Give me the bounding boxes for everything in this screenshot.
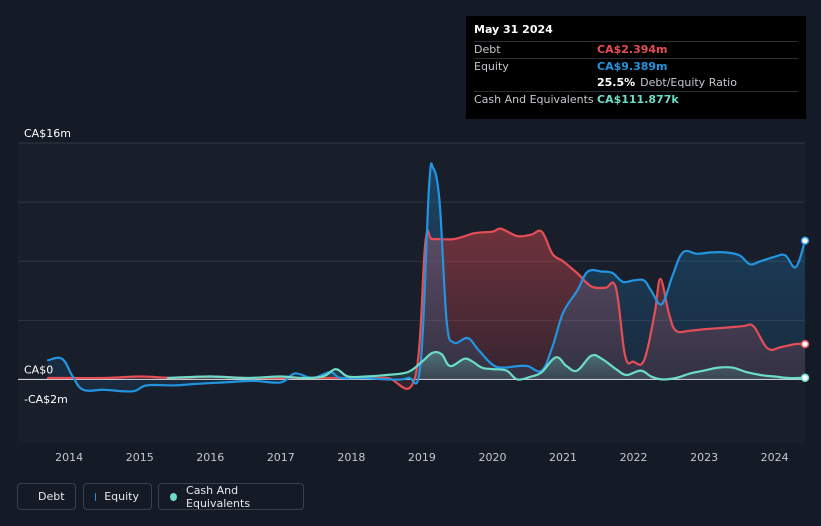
tooltip-label bbox=[474, 75, 597, 91]
axis-labels: CA$16m CA$0 -CA$2m 2014 2015 2016 2017 2018 2019… bbox=[24, 127, 789, 464]
tooltip-label: Equity bbox=[474, 60, 509, 73]
tooltip-ratio-suffix: Debt/Equity Ratio bbox=[640, 76, 737, 89]
legend-item-debt[interactable]: Debt bbox=[17, 483, 76, 510]
marker-debt bbox=[800, 339, 810, 349]
y-axis-label: -CA$2m bbox=[24, 393, 68, 406]
x-tick-label: 2019 bbox=[408, 451, 436, 464]
x-tick-label: 2015 bbox=[126, 451, 154, 464]
tooltip-row-cash: Cash And Equivalents CA$111.877k bbox=[474, 91, 798, 108]
tooltip-label: Cash And Equivalents bbox=[474, 93, 594, 106]
x-tick-label: 2016 bbox=[196, 451, 224, 464]
x-tick-label: 2014 bbox=[55, 451, 83, 464]
tooltip-panel: May 31 2024 Debt CA$2.394m Equity CA$9.3… bbox=[466, 16, 806, 119]
y-axis-label: CA$0 bbox=[24, 363, 53, 376]
x-tick-label: 2022 bbox=[620, 451, 648, 464]
tooltip-value: CA$111.877k bbox=[597, 93, 679, 106]
x-tick-label: 2023 bbox=[690, 451, 718, 464]
marker-equity bbox=[800, 236, 810, 245]
legend-label: Debt bbox=[38, 490, 65, 503]
tooltip-row-debt: Debt CA$2.394m bbox=[474, 41, 798, 58]
x-tick-label: 2024 bbox=[761, 451, 789, 464]
line-equity bbox=[46, 162, 807, 393]
legend-label: Cash And Equivalents bbox=[186, 483, 251, 510]
tooltip-date: May 31 2024 bbox=[474, 23, 553, 36]
tooltip-label: Debt bbox=[474, 43, 501, 56]
tooltip-value: CA$2.394m bbox=[597, 43, 668, 56]
tooltip-value: CA$9.389m bbox=[597, 60, 668, 73]
marker-cash bbox=[800, 373, 810, 383]
tooltip-row-ratio: 25.5% Debt/Equity Ratio bbox=[474, 75, 798, 91]
end-markers bbox=[800, 236, 810, 383]
legend-label: Equity bbox=[104, 490, 139, 503]
x-tick-label: 2020 bbox=[478, 451, 506, 464]
area-equity bbox=[48, 163, 805, 392]
y-axis-label: CA$16m bbox=[24, 127, 71, 140]
tooltip-row-equity: Equity CA$9.389m bbox=[474, 58, 798, 75]
line-cash bbox=[166, 350, 807, 381]
legend-item-equity[interactable]: Equity bbox=[83, 483, 152, 510]
tooltip-value: 25.5% bbox=[597, 76, 636, 89]
x-tick-label: 2021 bbox=[549, 451, 577, 464]
series-lines bbox=[46, 162, 807, 393]
x-tick-label: 2018 bbox=[337, 451, 365, 464]
x-tick-label: 2017 bbox=[267, 451, 295, 464]
legend-dot-icon bbox=[170, 492, 178, 501]
legend-item-cash[interactable]: Cash And Equivalents bbox=[158, 483, 304, 510]
